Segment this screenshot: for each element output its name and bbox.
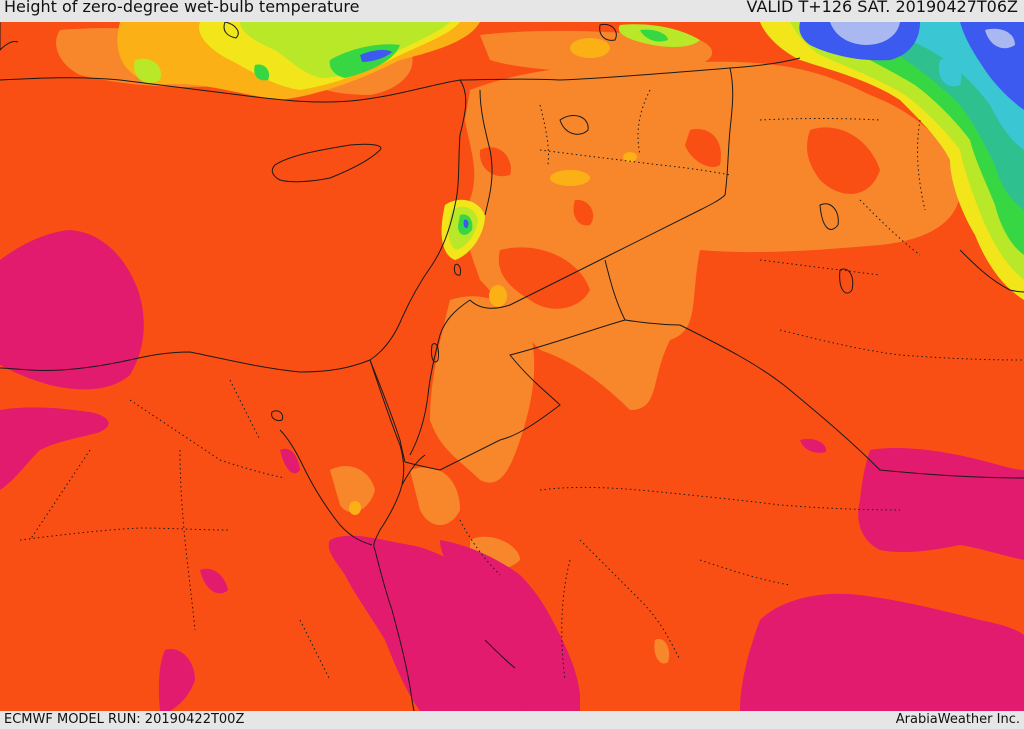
header-bar: Height of zero-degree wet-bulb temperatu…	[0, 0, 1024, 22]
magenta-zones	[0, 230, 1024, 711]
weather-map	[0, 22, 1024, 711]
valid-time: VALID T+126 SAT. 20190427T06Z	[746, 0, 1018, 16]
dark-orange-patches	[479, 127, 880, 309]
northeast-cold-zone	[760, 22, 1024, 300]
inland-lakes	[223, 22, 617, 421]
country-borders	[369, 57, 1024, 479]
northern-cold-band	[117, 22, 700, 100]
admin-borders	[19, 89, 1024, 681]
coastlines	[0, 22, 1024, 711]
footer-bar: ECMWF MODEL RUN: 20190422T00Z ArabiaWeat…	[0, 711, 1024, 729]
credit: ArabiaWeather Inc.	[895, 712, 1020, 727]
map-title: Height of zero-degree wet-bulb temperatu…	[4, 0, 360, 16]
model-run: ECMWF MODEL RUN: 20190422T00Z	[4, 712, 245, 727]
